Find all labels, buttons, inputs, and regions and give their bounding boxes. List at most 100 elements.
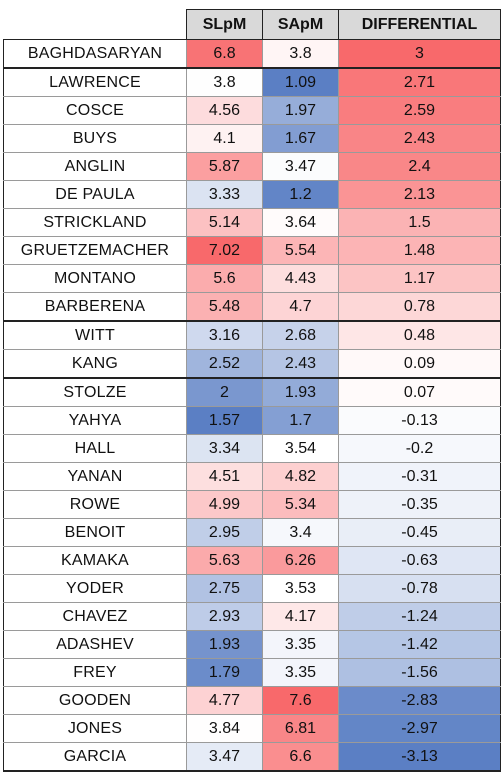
fighter-name-cell: COSCE [3, 96, 187, 125]
differential-cell: -0.78 [338, 574, 501, 603]
table-row: DE PAULA 3.33 1.2 2.13 [3, 180, 501, 209]
table-row: BARBERENA 5.48 4.7 0.78 [3, 292, 501, 322]
fighter-name-cell: GARCIA [3, 742, 187, 772]
sapm-cell: 3.54 [262, 434, 339, 463]
slpm-cell: 5.63 [186, 546, 263, 575]
slpm-cell: 2.95 [186, 518, 263, 547]
fighter-name-cell: BAGHDASARYAN [3, 39, 187, 69]
table-row: BUYS 4.1 1.67 2.43 [3, 124, 501, 153]
slpm-cell: 3.84 [186, 714, 263, 743]
sapm-cell: 6.6 [262, 742, 339, 772]
differential-cell: -0.13 [338, 406, 501, 435]
sapm-cell: 4.7 [262, 292, 339, 322]
differential-cell: 0.07 [338, 377, 501, 407]
differential-cell: 0.48 [338, 320, 501, 350]
table-row: GARCIA 3.47 6.6 -3.13 [3, 742, 501, 772]
table-row: KAMAKA 5.63 6.26 -0.63 [3, 546, 501, 575]
slpm-cell: 1.57 [186, 406, 263, 435]
table-row: ANGLIN 5.87 3.47 2.4 [3, 152, 501, 181]
fighter-name-cell: YAHYA [3, 406, 187, 435]
differential-cell: 1.5 [338, 208, 501, 237]
table-row: MONTANO 5.6 4.43 1.17 [3, 264, 501, 293]
slpm-cell: 3.47 [186, 742, 263, 772]
header-row: SLpM SApM DIFFERENTIAL [3, 9, 501, 40]
sapm-cell: 1.67 [262, 124, 339, 153]
table-row: CHAVEZ 2.93 4.17 -1.24 [3, 602, 501, 631]
differential-cell: 0.09 [338, 349, 501, 379]
sapm-cell: 1.97 [262, 96, 339, 125]
slpm-cell: 5.48 [186, 292, 263, 322]
table-row: STOLZE 2 1.93 0.07 [3, 377, 501, 407]
table-row: GOODEN 4.77 7.6 -2.83 [3, 686, 501, 715]
table-row: JONES 3.84 6.81 -2.97 [3, 714, 501, 743]
sapm-cell: 3.53 [262, 574, 339, 603]
fighter-name-cell: WITT [3, 320, 187, 350]
table-row: BAGHDASARYAN 6.8 3.8 3 [3, 39, 501, 69]
differential-cell: -1.56 [338, 658, 501, 687]
table-row: FREY 1.79 3.35 -1.56 [3, 658, 501, 687]
fighter-name-cell: BARBERENA [3, 292, 187, 322]
differential-cell: -1.42 [338, 630, 501, 659]
fighter-name-cell: BUYS [3, 124, 187, 153]
table-row: ADASHEV 1.93 3.35 -1.42 [3, 630, 501, 659]
sapm-cell: 1.93 [262, 377, 339, 407]
fighter-name-cell: JONES [3, 714, 187, 743]
table-row: GRUETZEMACHER 7.02 5.54 1.48 [3, 236, 501, 265]
sapm-cell: 5.54 [262, 236, 339, 265]
slpm-cell: 5.6 [186, 264, 263, 293]
table-body: BAGHDASARYAN 6.8 3.8 3 LAWRENCE 3.8 1.09 2.71 CO… [3, 39, 501, 772]
sapm-cell: 3.47 [262, 152, 339, 181]
table-row: KANG 2.52 2.43 0.09 [3, 349, 501, 379]
table-row: BENOIT 2.95 3.4 -0.45 [3, 518, 501, 547]
differential-cell: -2.97 [338, 714, 501, 743]
sapm-cell: 4.82 [262, 462, 339, 491]
sapm-cell: 6.81 [262, 714, 339, 743]
slpm-cell: 2.93 [186, 602, 263, 631]
slpm-cell: 3.16 [186, 320, 263, 350]
fighter-name-cell: DE PAULA [3, 180, 187, 209]
sapm-cell: 1.7 [262, 406, 339, 435]
header-differential: DIFFERENTIAL [338, 9, 501, 40]
header-sapm: SApM [262, 9, 339, 40]
differential-cell: -0.35 [338, 490, 501, 519]
slpm-cell: 5.87 [186, 152, 263, 181]
fighter-name-cell: KANG [3, 349, 187, 379]
differential-cell: -3.13 [338, 742, 501, 772]
table-row: COSCE 4.56 1.97 2.59 [3, 96, 501, 125]
table-row: YANAN 4.51 4.82 -0.31 [3, 462, 501, 491]
slpm-cell: 7.02 [186, 236, 263, 265]
fighter-name-cell: FREY [3, 658, 187, 687]
slpm-cell: 4.56 [186, 96, 263, 125]
differential-cell: 2.4 [338, 152, 501, 181]
table-row: YAHYA 1.57 1.7 -0.13 [3, 406, 501, 435]
sapm-cell: 1.09 [262, 67, 339, 97]
table-row: YODER 2.75 3.53 -0.78 [3, 574, 501, 603]
sapm-cell: 3.4 [262, 518, 339, 547]
fighter-name-cell: LAWRENCE [3, 67, 187, 97]
fighter-name-cell: STRICKLAND [3, 208, 187, 237]
differential-cell: 2.13 [338, 180, 501, 209]
differential-cell: 1.48 [338, 236, 501, 265]
table-row: STRICKLAND 5.14 3.64 1.5 [3, 208, 501, 237]
fighter-name-cell: KAMAKA [3, 546, 187, 575]
table-row: HALL 3.34 3.54 -0.2 [3, 434, 501, 463]
table-row: LAWRENCE 3.8 1.09 2.71 [3, 67, 501, 97]
slpm-cell: 1.79 [186, 658, 263, 687]
fighter-name-cell: MONTANO [3, 264, 187, 293]
sapm-cell: 3.35 [262, 658, 339, 687]
sapm-cell: 6.26 [262, 546, 339, 575]
sapm-cell: 7.6 [262, 686, 339, 715]
sapm-cell: 3.35 [262, 630, 339, 659]
sapm-cell: 4.17 [262, 602, 339, 631]
sapm-cell: 2.68 [262, 320, 339, 350]
differential-cell: 1.17 [338, 264, 501, 293]
fighter-name-cell: HALL [3, 434, 187, 463]
slpm-cell: 4.99 [186, 490, 263, 519]
slpm-cell: 2.75 [186, 574, 263, 603]
differential-cell: -1.24 [338, 602, 501, 631]
fighter-stats-table: SLpM SApM DIFFERENTIAL BAGHDASARYAN 6.8 3.… [3, 9, 501, 772]
fighter-name-cell: YANAN [3, 462, 187, 491]
fighter-name-cell: BENOIT [3, 518, 187, 547]
differential-cell: -2.83 [338, 686, 501, 715]
differential-cell: 2.43 [338, 124, 501, 153]
